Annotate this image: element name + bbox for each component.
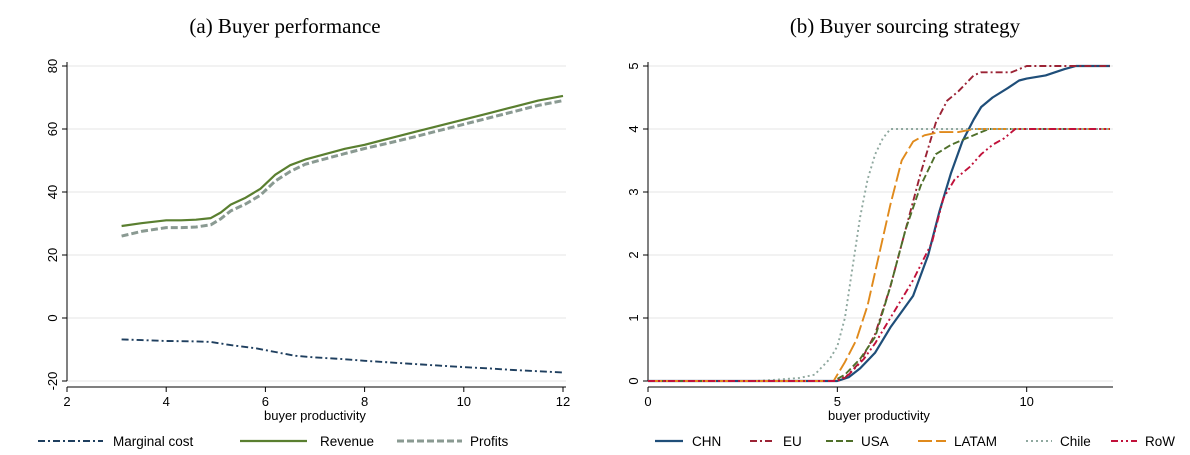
legend-label: Marginal cost: [113, 434, 194, 449]
legend-label: LATAM: [954, 434, 997, 449]
x-tick-label: 4: [163, 394, 170, 409]
legend-label: CHN: [692, 434, 721, 449]
x-tick-label: 0: [644, 394, 651, 409]
y-tick-label: 2: [626, 251, 641, 258]
series-line-chile: [648, 128, 1110, 382]
y-tick-label: 3: [626, 188, 641, 195]
legend-label: Chile: [1060, 434, 1091, 449]
y-tick-label: 20: [45, 248, 60, 262]
x-axis-label: buyer productivity: [828, 408, 930, 423]
y-tick-label: 4: [626, 125, 641, 132]
x-tick-label: 8: [361, 394, 368, 409]
series-line-row: [648, 128, 1110, 382]
series-line-revenue: [121, 94, 564, 228]
chart-panel-2: (b) Buyer sourcing strategy 0 1 2 3 4 5 0 5 10 buy…: [626, 14, 1175, 449]
x-tick-label: 5: [834, 394, 841, 409]
y-tick-label: 40: [45, 185, 60, 199]
y-tick-label: 60: [45, 122, 60, 136]
series-line-usa: [648, 128, 1110, 382]
x-tick-label: 10: [457, 394, 471, 409]
series-line-marginal-cost: [121, 338, 564, 374]
chart-panel-1: (a) Buyer performance -20 0 20 40 60 80 2 4 6 8 10 1…: [38, 14, 570, 449]
legend-label: RoW: [1145, 434, 1175, 449]
series-line-profits: [121, 99, 564, 238]
x-axis-label: buyer productivity: [264, 408, 366, 423]
series-line-chn: [648, 64, 1110, 383]
y-tick-label: 5: [626, 62, 641, 69]
y-tick-label: 0: [45, 314, 60, 321]
legend-label: Revenue: [320, 434, 374, 449]
x-tick-label: 10: [1019, 394, 1033, 409]
series-line-latam: [648, 128, 1110, 382]
legend-label: Profits: [470, 434, 509, 449]
chart-title: (b) Buyer sourcing strategy: [790, 14, 1021, 38]
chart-title: (a) Buyer performance: [189, 14, 380, 38]
y-tick-label: 1: [626, 314, 641, 321]
legend-label: EU: [783, 434, 802, 449]
legend-label: USA: [861, 434, 889, 449]
y-tick-label: 0: [626, 377, 641, 384]
series-line-eu: [648, 65, 1110, 382]
x-tick-label: 12: [556, 394, 570, 409]
x-tick-label: 2: [63, 394, 70, 409]
y-tick-label: 80: [45, 59, 60, 73]
x-tick-label: 6: [262, 394, 269, 409]
y-tick-label: -20: [45, 372, 60, 391]
